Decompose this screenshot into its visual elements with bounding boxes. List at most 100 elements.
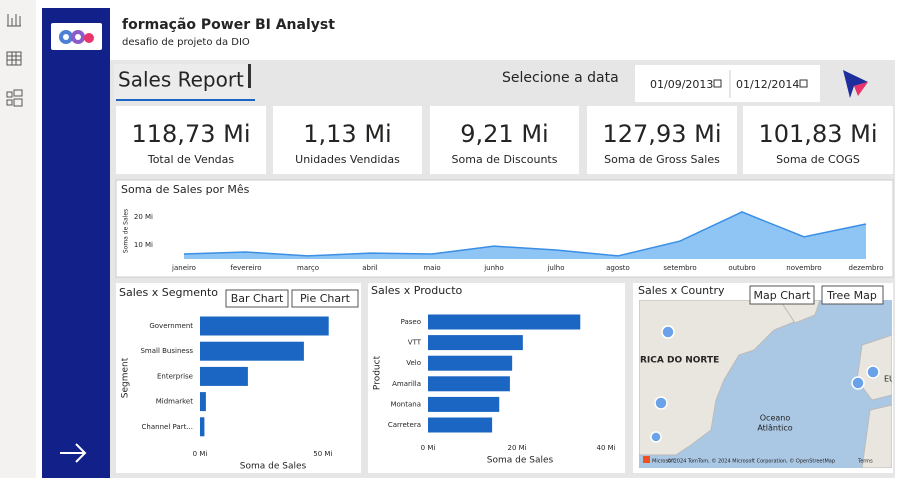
header-title: formação Power BI Analyst — [122, 17, 335, 33]
map-label: RICA DO NORTE — [640, 356, 719, 366]
kpi-label: Soma de COGS — [776, 153, 860, 166]
x-tick-label: agosto — [606, 264, 630, 272]
toolbar-icons[interactable] — [6, 14, 23, 107]
kpi-card — [743, 106, 893, 174]
chart-title: Sales x Producto — [371, 284, 463, 297]
button-label[interactable]: Tree Map — [826, 289, 877, 302]
line — [183, 211, 867, 257]
date-slicer[interactable] — [635, 65, 820, 102]
y-tick-label: Midmarket — [156, 398, 194, 406]
map: RICA DO NORTE EU Oceano Atlântico Micros… — [639, 300, 892, 468]
x-tick-label: novembro — [786, 264, 821, 272]
x-tick-label: fevereiro — [230, 264, 261, 272]
x-tick-label: setembro — [663, 264, 696, 272]
button[interactable] — [225, 289, 289, 308]
dio-logo — [59, 30, 94, 44]
kpi-label: Soma de Gross Sales — [604, 153, 720, 166]
map-bubbles[interactable] — [650, 325, 880, 443]
y-tick-label: Paseo — [401, 318, 421, 326]
bar[interactable] — [428, 376, 510, 392]
title-underline — [116, 99, 255, 101]
y-tick-label: Carretera — [388, 421, 421, 429]
x-tick-label: março — [297, 264, 319, 272]
y-axis-title: Segment — [121, 357, 131, 398]
x-tick-label: 40 Mi — [597, 444, 616, 452]
kpi-value: 101,83 Mi — [759, 120, 878, 148]
bar[interactable] — [428, 355, 513, 371]
kpi-value: 1,13 Mi — [303, 120, 391, 148]
y-tick-label: VTT — [408, 339, 422, 347]
y-tick-label: Amarilla — [392, 380, 421, 388]
y-tick-label: Montana — [390, 400, 421, 408]
x-tick-label: maio — [423, 264, 440, 272]
calendar-icon[interactable] — [799, 79, 808, 88]
map-label: Atlântico — [757, 424, 792, 433]
kpi-card — [273, 106, 422, 174]
y-tick-label: Small Business — [140, 347, 193, 355]
toolbar — [0, 0, 36, 478]
map-label: Oceano — [760, 414, 791, 423]
cursor — [248, 64, 251, 88]
y-tick-label: Government — [149, 322, 193, 330]
bar[interactable] — [428, 335, 523, 351]
brand-icon — [843, 70, 868, 98]
ms-logo — [643, 456, 650, 463]
x-tick-label: 20 Mi — [507, 444, 526, 452]
button[interactable] — [291, 289, 359, 308]
bar[interactable] — [428, 396, 500, 412]
kpi-label: Unidades Vendidas — [295, 153, 400, 166]
map-land — [779, 300, 821, 324]
title-box — [114, 64, 250, 100]
bar[interactable] — [200, 341, 304, 361]
map-title: Sales x Country — [638, 284, 725, 297]
bar[interactable] — [200, 392, 206, 412]
x-tick-label: janeiro — [171, 264, 196, 272]
map-credits: © 2024 TomTom, © 2024 Microsoft Corporat… — [667, 458, 835, 465]
kpi-card — [430, 106, 579, 174]
kpi-value: 9,21 Mi — [460, 120, 548, 148]
x-tick-label: 50 Mi — [313, 450, 332, 458]
x-tick-label: outubro — [728, 264, 755, 272]
kpi-value: 127,93 Mi — [603, 120, 722, 148]
kpi-label: Soma de Discounts — [452, 153, 558, 166]
x-tick-label: junho — [483, 264, 504, 272]
y-tick-label: Channel Part... — [142, 423, 193, 431]
x-axis-title: Soma de Sales — [240, 462, 307, 472]
kpi-label: Total de Vendas — [147, 153, 235, 166]
date-start[interactable]: 01/09/2013 — [650, 78, 713, 91]
header-subtitle: desafio de projeto da DIO — [122, 37, 250, 48]
calendar-icon[interactable] — [713, 79, 722, 88]
map-land — [861, 404, 892, 468]
button-label[interactable]: Pie Chart — [300, 292, 351, 305]
y-axis-title: Soma de Sales — [123, 209, 130, 253]
date-end[interactable]: 01/12/2014 — [736, 78, 799, 91]
chart-title: Sales x Segmento — [119, 286, 218, 299]
button[interactable]: Map Chart — [749, 285, 815, 305]
chart-title: Soma de Sales por Mês — [121, 183, 250, 196]
next-page-arrow[interactable] — [60, 443, 87, 463]
button-label[interactable]: Bar Chart — [231, 292, 284, 305]
bar[interactable] — [200, 366, 248, 386]
side-nav — [42, 8, 110, 478]
button[interactable]: Tree Map — [821, 285, 884, 305]
bar[interactable] — [428, 417, 493, 433]
button-label[interactable]: Map Chart — [754, 289, 812, 302]
area — [184, 211, 866, 259]
bar[interactable] — [428, 314, 581, 330]
kpi-card — [116, 106, 266, 174]
brand-icon — [854, 82, 868, 96]
y-tick-label: Enterprise — [157, 372, 193, 380]
y-tick-label: Velo — [406, 359, 421, 367]
x-tick-label: abril — [362, 264, 378, 272]
report-title: Sales Report — [118, 68, 244, 92]
kpi-card — [587, 106, 737, 174]
map-terms[interactable]: Terms — [857, 459, 873, 465]
x-tick-label: julho — [546, 264, 564, 272]
kpi-value: 118,73 Mi — [132, 120, 251, 148]
bar[interactable] — [200, 417, 205, 437]
bar[interactable] — [200, 316, 329, 336]
y-tick-label: 20 Mi — [134, 213, 153, 221]
y-tick-label: 10 Mi — [134, 241, 153, 249]
